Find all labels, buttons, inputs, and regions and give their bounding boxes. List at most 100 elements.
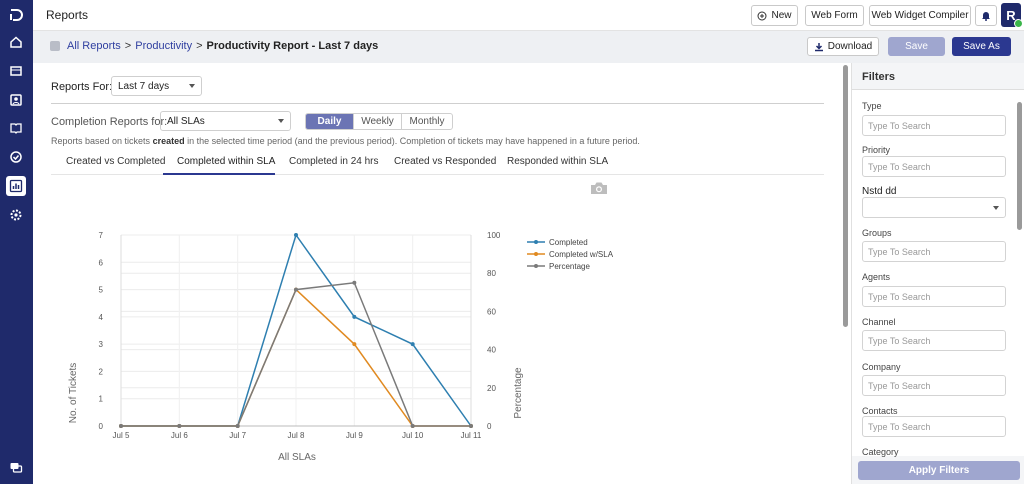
- web-form-label: Web Form: [811, 10, 858, 21]
- data-point: [469, 424, 473, 428]
- web-widget-compiler-button[interactable]: Web Widget Compiler: [869, 5, 971, 26]
- x-tick-label: Jul 11: [461, 431, 482, 440]
- reports-for-select[interactable]: Last 7 days: [111, 76, 202, 96]
- breadcrumb-separator: >: [124, 40, 132, 52]
- legend-marker: [534, 252, 538, 256]
- x-tick-label: Jul 10: [402, 431, 424, 440]
- sla-select[interactable]: All SLAs: [160, 111, 291, 131]
- filter-groups-input[interactable]: Type To Search: [862, 241, 1006, 262]
- tab-responded-within-sla[interactable]: Responded within SLA: [507, 156, 609, 167]
- chart-grid: [120, 234, 472, 427]
- logo-icon[interactable]: [6, 5, 26, 25]
- y-tick-label: 3: [99, 340, 104, 349]
- tab-completed-within-sla[interactable]: Completed within SLA: [177, 156, 276, 167]
- plus-circle-icon: [757, 11, 767, 20]
- filters-panel: Filters Type Type To Search Priority Typ…: [851, 63, 1024, 484]
- y-axis-label: No. of Tickets: [68, 363, 79, 424]
- camera-icon[interactable]: [590, 181, 608, 195]
- download-button[interactable]: Download: [807, 37, 879, 56]
- scrollbar-thumb[interactable]: [1017, 102, 1022, 230]
- filter-priority-input[interactable]: Type To Search: [862, 156, 1006, 177]
- save-button[interactable]: Save: [888, 37, 945, 56]
- save-label: Save: [905, 41, 928, 52]
- tab-created-vs-completed[interactable]: Created vs Completed: [66, 156, 166, 167]
- main-scrollbar[interactable]: [842, 63, 850, 484]
- settings-icon[interactable]: [6, 205, 26, 225]
- tasks-icon[interactable]: [6, 147, 26, 167]
- legend-label: Percentage: [549, 262, 590, 271]
- chevron-down-icon: [189, 84, 195, 88]
- breadcrumb-all-reports[interactable]: All Reports: [67, 40, 121, 52]
- x-tick-label: Jul 7: [229, 431, 246, 440]
- y-tick-label: 0: [99, 422, 104, 431]
- report-icon: [50, 41, 60, 51]
- save-as-button[interactable]: Save As: [952, 37, 1011, 56]
- filters-scrollbar[interactable]: [1016, 90, 1024, 456]
- period-weekly[interactable]: Weekly: [354, 114, 402, 129]
- knowledge-base-icon[interactable]: [6, 118, 26, 138]
- breadcrumb-bar: All Reports > Productivity > Productivit…: [33, 31, 1024, 63]
- user-avatar[interactable]: R: [1001, 3, 1023, 28]
- x-axis-ticks: Jul 5 Jul 6 Jul 7 Jul 8 Jul 9 Jul 10 Jul 11: [113, 431, 482, 440]
- note-bold: created: [152, 136, 185, 146]
- web-form-button[interactable]: Web Form: [805, 5, 864, 26]
- filter-label-company: Company: [862, 362, 901, 372]
- tab-created-vs-responded[interactable]: Created vs Responded: [394, 156, 497, 167]
- filter-company-input[interactable]: Type To Search: [862, 375, 1006, 396]
- home-icon[interactable]: [6, 32, 26, 52]
- y-tick-label: 7: [99, 231, 104, 240]
- filter-label-agents: Agents: [862, 272, 891, 282]
- x-tick-label: Jul 8: [288, 431, 305, 440]
- data-point: [410, 424, 415, 428]
- data-point: [119, 424, 123, 428]
- legend-marker: [534, 264, 538, 268]
- period-daily[interactable]: Daily: [306, 114, 354, 129]
- online-status-icon: [1014, 19, 1023, 28]
- tickets-icon[interactable]: [6, 61, 26, 81]
- apply-filters-button[interactable]: Apply Filters: [858, 461, 1020, 480]
- download-label: Download: [827, 41, 873, 52]
- y-tick-label: 1: [99, 395, 104, 404]
- report-note: Reports based on tickets created in the …: [51, 136, 640, 146]
- filter-type-input[interactable]: Type To Search: [862, 115, 1006, 136]
- breadcrumb-current: Productivity Report - Last 7 days: [206, 40, 379, 52]
- new-button[interactable]: New: [751, 5, 798, 26]
- filters-header: Filters: [852, 63, 1024, 90]
- data-point: [352, 280, 357, 285]
- filter-contacts-input[interactable]: Type To Search: [862, 416, 1006, 437]
- y-axis-ticks: 0 1 2 3 4 5 6 7: [99, 231, 104, 431]
- legend-label: Completed w/SLA: [549, 250, 614, 259]
- y-tick-label: 2: [99, 367, 104, 376]
- download-icon: [814, 42, 823, 51]
- y2-tick-label: 60: [487, 307, 496, 316]
- x-tick-label: Jul 9: [346, 431, 363, 440]
- reports-icon[interactable]: [6, 176, 26, 196]
- y2-axis-label: Percentage: [513, 367, 524, 419]
- data-point: [352, 342, 357, 347]
- y-tick-label: 4: [99, 313, 104, 322]
- x-axis-label: All SLAs: [278, 452, 316, 463]
- y2-tick-label: 0: [487, 422, 492, 431]
- chat-icon[interactable]: [6, 458, 26, 478]
- filter-label-category: Category: [862, 447, 899, 457]
- sla-select-value: All SLAs: [167, 115, 205, 127]
- contacts-icon[interactable]: [6, 90, 26, 110]
- period-monthly[interactable]: Monthly: [409, 116, 445, 127]
- legend-marker: [534, 240, 538, 244]
- breadcrumb-separator: >: [196, 40, 203, 52]
- x-tick-label: Jul 5: [113, 431, 130, 440]
- tab-completed-in-24-hrs[interactable]: Completed in 24 hrs: [289, 156, 379, 167]
- reports-for-label: Reports For:: [51, 81, 113, 93]
- data-point: [235, 424, 240, 428]
- scrollbar-thumb[interactable]: [843, 65, 848, 327]
- left-nav: [0, 0, 33, 484]
- filter-label-groups: Groups: [862, 228, 892, 238]
- filters-body: Type Type To Search Priority Type To Sea…: [852, 90, 1024, 457]
- breadcrumb-productivity[interactable]: Productivity: [135, 40, 193, 52]
- filter-nstd-dd-select[interactable]: [862, 197, 1006, 218]
- filter-agents-input[interactable]: Type To Search: [862, 286, 1006, 307]
- filter-channel-input[interactable]: Type To Search: [862, 330, 1006, 351]
- avatar-letter: R: [1006, 7, 1016, 23]
- notifications-button[interactable]: [975, 5, 997, 26]
